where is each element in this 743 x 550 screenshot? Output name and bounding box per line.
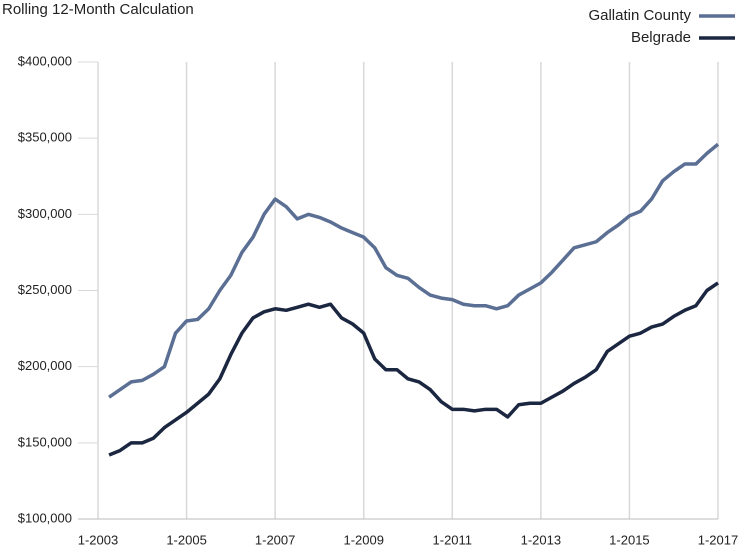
x-tick-label: 1-2013	[521, 532, 561, 547]
x-tick-label: 1-2011	[433, 532, 473, 547]
x-tick-label: 1-2005	[166, 532, 206, 547]
y-tick-label: $250,000	[18, 282, 72, 297]
y-tick-label: $350,000	[18, 130, 72, 145]
legend-label: Belgrade	[631, 29, 691, 46]
x-tick-label: 1-2003	[78, 532, 118, 547]
x-tick-label: 1-2009	[343, 532, 383, 547]
chart-title: Rolling 12-Month Calculation	[2, 1, 194, 18]
x-tick-label: 1-2015	[609, 532, 649, 547]
y-tick-label: $150,000	[18, 434, 72, 449]
line-series	[108, 281, 719, 457]
x-tick-label: 1-2017	[698, 532, 738, 547]
x-tick-label: 1-2007	[255, 532, 295, 547]
y-tick-label: $200,000	[18, 358, 72, 373]
y-tick-label: $300,000	[18, 206, 72, 221]
legend-label: Gallatin County	[588, 7, 691, 24]
y-tick-label: $100,000	[18, 510, 72, 525]
line-series	[108, 142, 720, 399]
y-tick-label: $400,000	[18, 53, 72, 68]
